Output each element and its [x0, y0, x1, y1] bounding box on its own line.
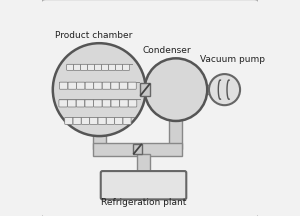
FancyBboxPatch shape — [93, 135, 106, 149]
FancyBboxPatch shape — [68, 100, 76, 107]
FancyBboxPatch shape — [128, 82, 136, 89]
FancyBboxPatch shape — [137, 154, 150, 173]
FancyBboxPatch shape — [73, 117, 81, 124]
FancyBboxPatch shape — [140, 83, 150, 96]
FancyBboxPatch shape — [115, 117, 123, 124]
FancyBboxPatch shape — [67, 64, 74, 70]
FancyBboxPatch shape — [102, 64, 109, 70]
FancyBboxPatch shape — [74, 64, 81, 70]
FancyBboxPatch shape — [102, 100, 111, 107]
FancyBboxPatch shape — [81, 64, 88, 70]
FancyBboxPatch shape — [101, 171, 186, 199]
FancyBboxPatch shape — [145, 83, 146, 96]
FancyBboxPatch shape — [94, 100, 102, 107]
Text: Refrigeration plant: Refrigeration plant — [101, 198, 186, 206]
FancyBboxPatch shape — [40, 0, 260, 216]
FancyBboxPatch shape — [81, 117, 89, 124]
FancyBboxPatch shape — [93, 143, 182, 156]
Circle shape — [209, 74, 240, 105]
FancyBboxPatch shape — [76, 100, 85, 107]
FancyBboxPatch shape — [128, 100, 137, 107]
FancyBboxPatch shape — [120, 100, 128, 107]
FancyBboxPatch shape — [116, 64, 123, 70]
FancyBboxPatch shape — [169, 120, 182, 149]
FancyBboxPatch shape — [76, 82, 85, 89]
FancyBboxPatch shape — [123, 64, 130, 70]
Circle shape — [53, 43, 146, 136]
FancyBboxPatch shape — [68, 82, 76, 89]
Text: Vacuum pump: Vacuum pump — [200, 55, 265, 64]
FancyBboxPatch shape — [94, 82, 102, 89]
FancyBboxPatch shape — [133, 144, 142, 154]
FancyBboxPatch shape — [59, 100, 67, 107]
FancyBboxPatch shape — [109, 64, 116, 70]
FancyBboxPatch shape — [106, 117, 115, 124]
Text: Condenser: Condenser — [142, 46, 191, 55]
FancyBboxPatch shape — [85, 82, 94, 89]
Circle shape — [145, 58, 207, 121]
FancyBboxPatch shape — [123, 117, 131, 124]
FancyBboxPatch shape — [102, 82, 111, 89]
FancyBboxPatch shape — [88, 64, 94, 70]
FancyBboxPatch shape — [111, 100, 119, 107]
FancyBboxPatch shape — [65, 117, 73, 124]
FancyBboxPatch shape — [90, 117, 98, 124]
FancyBboxPatch shape — [206, 86, 210, 94]
FancyBboxPatch shape — [111, 82, 119, 89]
Text: Product chamber: Product chamber — [55, 31, 132, 40]
FancyBboxPatch shape — [59, 82, 68, 89]
FancyBboxPatch shape — [119, 82, 128, 89]
FancyBboxPatch shape — [98, 117, 106, 124]
FancyBboxPatch shape — [85, 100, 93, 107]
FancyBboxPatch shape — [94, 64, 102, 70]
